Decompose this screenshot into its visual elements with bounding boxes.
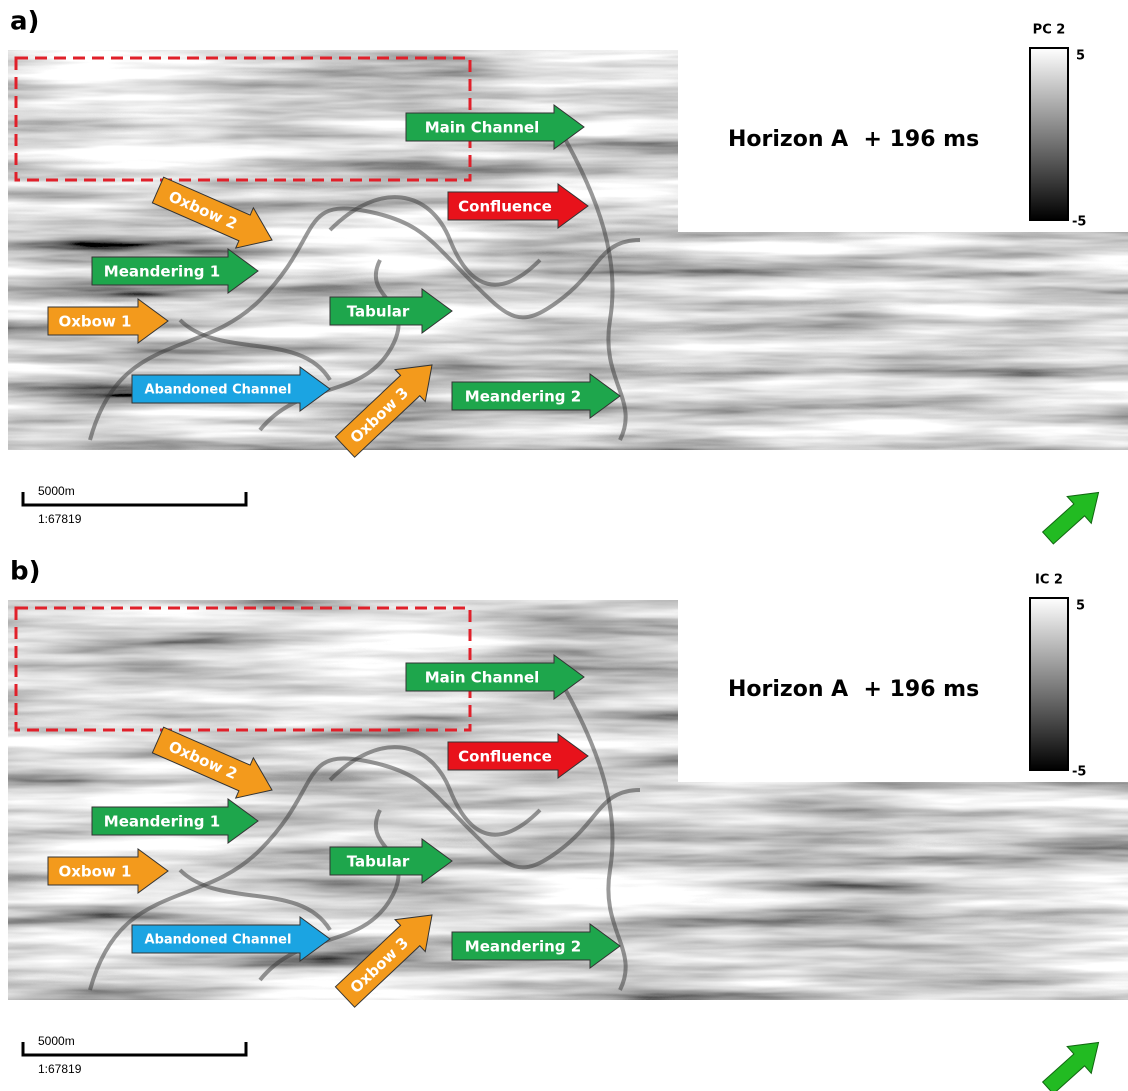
horizon-label: Horizon A + 196 ms (728, 677, 979, 702)
colorbar-min: -5 (1072, 215, 1086, 230)
arrow-label: Tabular (347, 303, 410, 321)
north-arrow-shape (1036, 1029, 1111, 1091)
scale-ratio: 1:67819 (38, 512, 82, 526)
north-arrow (1036, 479, 1111, 551)
horizon-label: Horizon A + 196 ms (728, 127, 979, 152)
arrow-label: Meandering 2 (465, 938, 581, 956)
panel-label: a) (10, 7, 39, 37)
arrow-label: Confluence (458, 198, 552, 216)
arrow-label: Main Channel (425, 119, 540, 137)
colorbar-min: -5 (1072, 765, 1086, 780)
scale-ratio: 1:67819 (38, 1062, 82, 1076)
colorbar (1030, 598, 1068, 770)
arrow-label: Meandering 1 (104, 813, 220, 831)
colorbar-max: 5 (1076, 599, 1085, 614)
scale-distance: 5000m (38, 484, 75, 498)
panel: b) Horizon A + 196 ms IC 2 5 -5 Main Channel C… (8, 557, 1128, 1091)
north-arrow-shape (1036, 479, 1111, 551)
arrow-label: Abandoned Channel (145, 383, 292, 398)
arrow-label: Meandering 2 (465, 388, 581, 406)
panel-label: b) (10, 557, 41, 587)
arrow-label: Abandoned Channel (145, 933, 292, 948)
arrow-label: Oxbow 1 (59, 313, 132, 331)
panel: a) Horizon A + 196 ms PC 2 5 -5 Main Channel C… (8, 7, 1128, 552)
arrow-label: Main Channel (425, 669, 540, 687)
arrow-label: Meandering 1 (104, 263, 220, 281)
colorbar (1030, 48, 1068, 220)
arrow-label: Oxbow 1 (59, 863, 132, 881)
arrow-label: Tabular (347, 853, 410, 871)
colorbar-title: IC 2 (1035, 573, 1063, 588)
north-arrow (1036, 1029, 1111, 1091)
scale-distance: 5000m (38, 1034, 75, 1048)
colorbar-title: PC 2 (1033, 23, 1066, 38)
figure: a) Horizon A + 196 ms PC 2 5 -5 Main Channel C… (0, 0, 1128, 1091)
colorbar-max: 5 (1076, 49, 1085, 64)
arrow-label: Confluence (458, 748, 552, 766)
